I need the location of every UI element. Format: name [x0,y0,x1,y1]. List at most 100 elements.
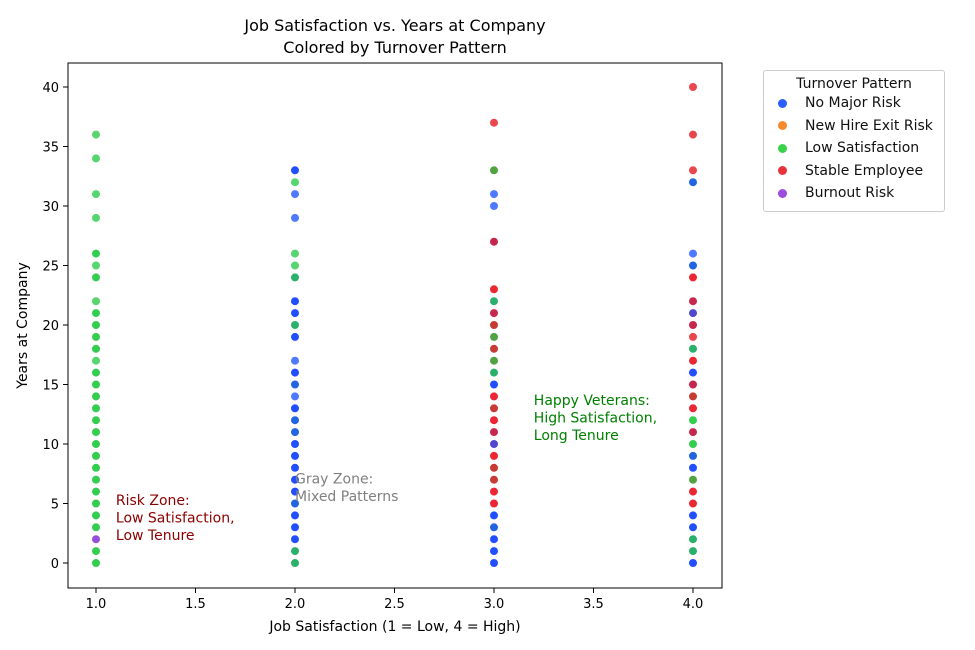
y-tick-label: 5 [51,498,59,513]
chart-title: Job Satisfaction vs. Years at Company [243,16,545,35]
y-tick-label: 40 [42,81,59,96]
data-point [91,260,101,271]
x-tick-label: 3.5 [583,597,604,612]
data-point [489,356,499,366]
data-point [688,546,698,556]
data-point [290,165,300,175]
data-point [290,391,300,402]
x-tick-label: 1.0 [86,597,107,612]
data-point [290,427,300,437]
data-point [489,487,499,497]
data-point [489,439,499,449]
data-point [489,201,499,211]
x-tick-label: 1.5 [185,597,206,612]
data-point [290,510,300,521]
data-point [91,487,101,497]
data-point [688,415,698,425]
data-point [290,368,300,378]
x-tick-label: 2.5 [384,597,405,612]
annotation-line: Mixed Patterns [295,489,398,505]
data-point [688,356,698,366]
data-point [489,427,499,437]
data-point [91,534,101,544]
data-point [489,522,499,532]
data-point [290,249,300,259]
x-tick-label: 2.0 [285,597,306,612]
data-point [91,213,101,223]
data-point [91,522,101,532]
legend: Turnover Pattern No Major Risk New Hire E… [763,70,945,212]
data-point [489,391,499,402]
data-point [91,130,101,140]
data-point [489,379,499,390]
data-point [91,463,101,473]
legend-marker-icon [778,98,787,108]
data-point [91,308,101,318]
data-point [91,475,101,485]
y-tick-label: 30 [42,200,59,215]
legend-marker-icon [778,121,787,131]
axes-frame [67,62,723,589]
data-point [290,415,300,425]
data-point [688,439,698,449]
data-point [688,391,698,402]
data-point [489,546,499,556]
data-point [290,534,300,544]
data-point [290,356,300,366]
legend-item: Stable Employee [764,160,944,183]
data-point [290,487,300,497]
data-point [489,344,499,354]
data-point [91,403,101,413]
data-point [489,118,499,128]
data-point [91,510,101,521]
data-point [91,391,101,402]
y-tick-label: 20 [42,319,59,334]
data-point [91,153,101,163]
data-point [290,546,300,556]
data-point [91,249,101,259]
data-point [688,403,698,413]
y-tick-label: 10 [42,438,59,453]
data-point [290,439,300,449]
data-point [489,475,499,485]
data-point [688,260,698,271]
data-point [290,498,300,509]
data-point [489,415,499,425]
data-point [91,439,101,449]
data-point [91,272,101,283]
data-point [91,356,101,366]
data-point [489,368,499,378]
data-point [688,451,698,461]
annotation-line: Gray Zone: [295,472,373,488]
data-point [290,475,300,485]
y-tick-label: 25 [42,260,59,275]
legend-label: Stable Employee [805,162,924,179]
data-point [91,498,101,509]
data-point [91,296,101,306]
data-point [688,522,698,532]
data-point [91,379,101,390]
y-axis-label: Years at Company [15,262,31,390]
chart-subtitle: Colored by Turnover Pattern [283,38,506,57]
data-point [489,284,499,294]
data-point [91,368,101,378]
data-point [489,558,499,568]
annotation: Happy Veterans: High Satisfaction, Long Te… [534,393,657,444]
legend-title: Turnover Pattern [796,76,912,92]
data-point [688,368,698,378]
legend-marker-icon [778,188,787,198]
y-tick-label: 0 [51,557,59,572]
data-point [688,534,698,544]
data-point [91,189,101,199]
legend-label: Low Satisfaction [805,140,920,157]
data-point [489,332,499,342]
data-point [688,344,698,354]
data-point [688,510,698,521]
data-point [489,165,499,175]
legend-label: No Major Risk [805,95,901,112]
data-point [290,213,300,223]
data-point [290,296,300,306]
data-point [688,379,698,390]
